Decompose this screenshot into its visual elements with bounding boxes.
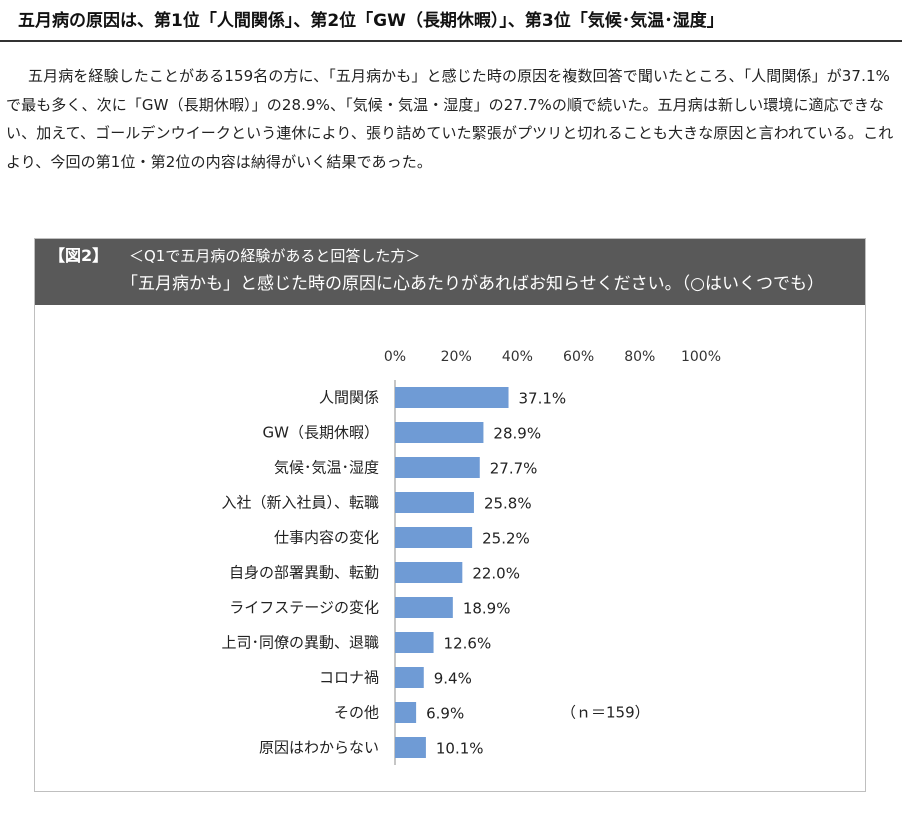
title-divider xyxy=(0,40,902,42)
data-label: 22.0% xyxy=(472,565,520,583)
category-label: 気候･気温･湿度 xyxy=(274,459,379,477)
x-tick-label: 20% xyxy=(441,349,472,365)
x-tick-label: 40% xyxy=(502,349,533,365)
x-tick-label: 100% xyxy=(681,349,721,365)
figure-label: 【図2】 xyxy=(49,246,109,265)
category-label: 自身の部署異動、転勤 xyxy=(229,564,379,582)
figure-question: 「五月病かも」と感じた時の原因に心あたりがあればお知らせください。（○はいくつで… xyxy=(121,274,824,294)
category-label: 入社（新入社員）、転職 xyxy=(221,494,379,512)
bar xyxy=(395,387,509,408)
bar xyxy=(395,667,424,688)
bar xyxy=(395,492,474,513)
data-label: 12.6% xyxy=(444,635,492,653)
category-label: 上司･同僚の異動、退職 xyxy=(221,634,379,652)
article-title: 五月病の原因は、第1位「人間関係」、第2位「GW（長期休暇）」、第3位「気候･気… xyxy=(18,11,724,31)
category-label: その他 xyxy=(334,704,379,722)
data-label: 37.1% xyxy=(519,390,567,408)
data-label: 6.9% xyxy=(426,705,464,723)
bar xyxy=(395,737,426,758)
x-tick-label: 0% xyxy=(384,349,406,365)
data-label: 9.4% xyxy=(434,670,472,688)
data-label: 27.7% xyxy=(490,460,538,478)
category-label: 人間関係 xyxy=(319,389,379,407)
category-label: コロナ禍 xyxy=(319,669,379,687)
article-body: 五月病を経験したことがある159名の方に、「五月病かも」と感じた時の原因を複数回… xyxy=(6,67,894,171)
bar xyxy=(395,457,480,478)
figure-subtitle: ＜Q1で五月病の経験があると回答した方＞ xyxy=(129,247,421,265)
bar-chart: 0% 20% 40% 60% 80% 100% 人間関係 37.1% GW（長期休暇） 28.9%… xyxy=(221,349,721,765)
bar xyxy=(395,702,417,723)
data-label: 28.9% xyxy=(493,425,541,443)
data-label: 25.8% xyxy=(484,495,532,513)
sample-size-note: （ｎ＝159） xyxy=(561,704,650,722)
category-label: 仕事内容の変化 xyxy=(274,529,379,547)
bar xyxy=(395,422,484,443)
figure-header: 【図2】 ＜Q1で五月病の経験があると回答した方＞ 「五月病かも」と感じた時の原… xyxy=(35,239,865,305)
figure-panel: 【図2】 ＜Q1で五月病の経験があると回答した方＞ 「五月病かも」と感じた時の原… xyxy=(34,238,866,792)
data-label: 18.9% xyxy=(463,600,511,618)
category-label: ライフステージの変化 xyxy=(229,599,379,617)
bar xyxy=(395,597,453,618)
category-label: GW（長期休暇） xyxy=(263,424,379,442)
category-label: 原因はわからない xyxy=(259,739,379,757)
data-label: 10.1% xyxy=(436,740,484,758)
x-tick-label: 80% xyxy=(624,349,655,365)
bar xyxy=(395,632,434,653)
x-tick-label: 60% xyxy=(563,349,594,365)
bar xyxy=(395,527,473,548)
bar xyxy=(395,562,463,583)
data-label: 25.2% xyxy=(482,530,530,548)
